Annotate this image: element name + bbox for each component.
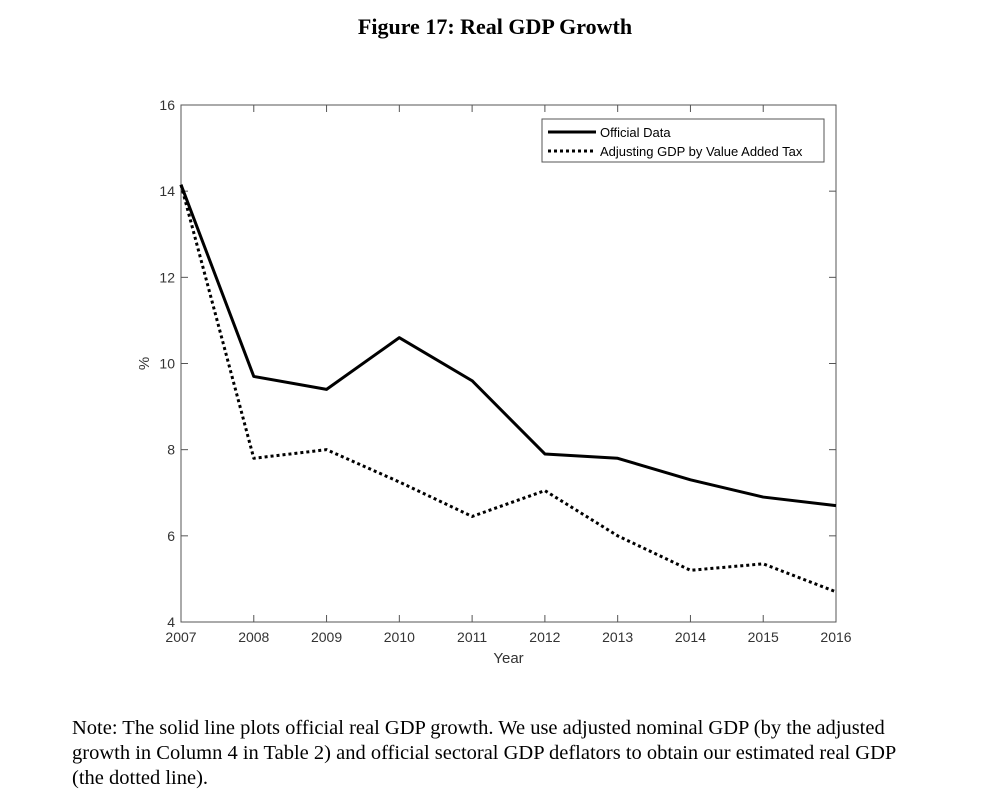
axes-frame [180, 104, 837, 623]
x-axis-label: Year [493, 650, 523, 667]
legend-label: Adjusting GDP by Value Added Tax [600, 144, 803, 159]
legend-box [541, 118, 825, 163]
y-axis-ticks: 4 6 8 10 12 14 16 [159, 97, 836, 630]
x-tick-label: 2013 [602, 629, 633, 645]
legend-label: Official Data [600, 125, 671, 140]
y-axis-label: % [136, 357, 153, 370]
y-tick-label: 14 [159, 183, 175, 199]
x-tick-label: 2012 [529, 629, 560, 645]
y-tick-label: 16 [159, 97, 175, 113]
y-tick-label: 4 [167, 614, 175, 630]
x-tick-label: 2007 [165, 629, 196, 645]
x-tick-label: 2014 [675, 629, 706, 645]
x-tick-label: 2016 [820, 629, 851, 645]
y-tick-label: 6 [167, 528, 175, 544]
x-tick-label: 2010 [384, 629, 415, 645]
x-tick-label: 2015 [748, 629, 779, 645]
legend: Official Data Adjusting GDP by Value Adde… [541, 118, 825, 163]
x-axis-ticks: 2007 2008 2009 2010 2011 2012 2013 2014 2015 2016 [165, 105, 852, 645]
series-line-adjusted-vat [179, 184, 837, 594]
series-group [179, 184, 837, 594]
y-tick-label: 12 [159, 269, 175, 285]
y-tick-label: 10 [159, 356, 175, 372]
series-line-official-data [179, 184, 837, 508]
line-chart: 4 6 8 10 12 14 16 2007 2008 2009 2010 2011 2012 2013… [136, 97, 852, 667]
x-tick-label: 2009 [311, 629, 342, 645]
plot-area-box [180, 104, 837, 623]
x-tick-label: 2011 [457, 629, 487, 645]
figure-title: Figure 17: Real GDP Growth [357, 14, 633, 39]
y-tick-label: 8 [167, 442, 175, 458]
figure-note: Note: The solid line plots official real… [72, 717, 896, 789]
x-tick-label: 2008 [238, 629, 269, 645]
